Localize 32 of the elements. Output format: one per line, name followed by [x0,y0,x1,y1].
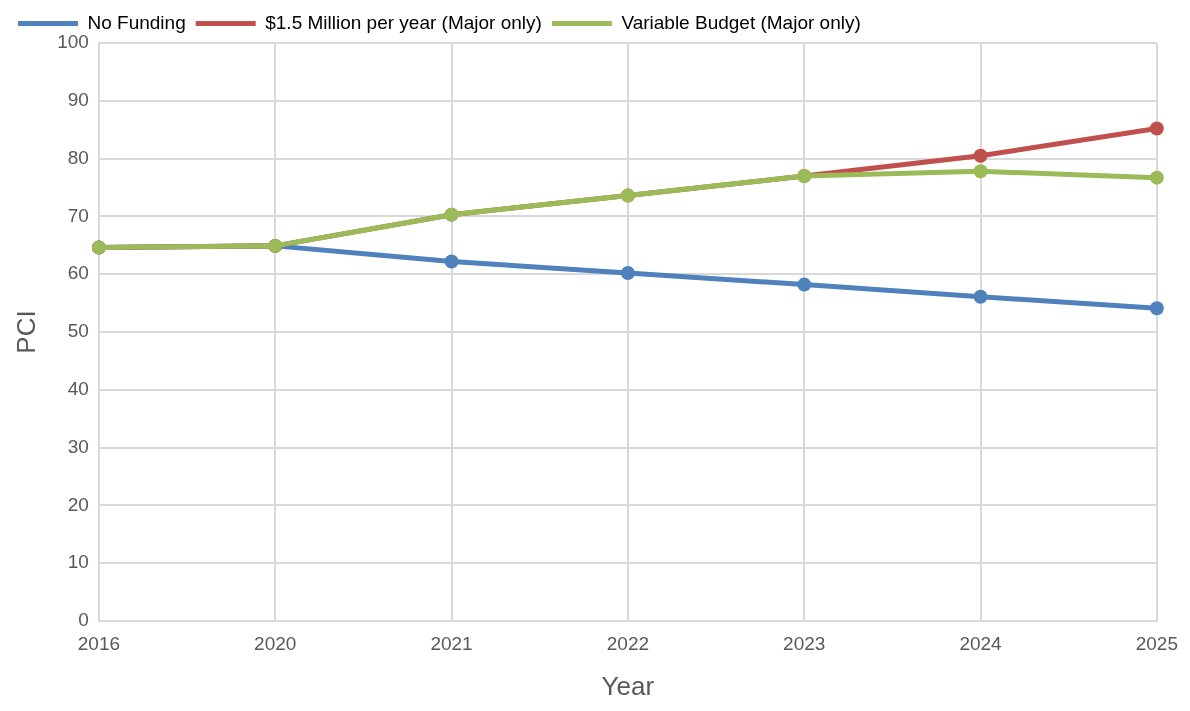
y-tick-label: 0 [78,609,89,631]
x-axis-title: Year [601,670,655,701]
point [1149,301,1164,316]
legend-label: Variable Budget (Major only) [621,11,861,33]
y-tick-label: 80 [67,146,89,168]
point [797,277,812,292]
point [973,164,988,179]
x-tick-label: 2024 [959,632,1003,654]
legend-label: No Funding [87,11,186,33]
point [973,289,988,304]
legend-label: $1.5 Million per year (Major only) [265,11,542,33]
y-tick-label: 70 [67,204,89,226]
x-tick-label: 2022 [606,632,650,654]
x-tick-label: 2016 [77,632,121,654]
y-tick-label: 60 [67,262,89,284]
y-tick-label: 30 [67,435,89,457]
y-axis-title: PCI [10,310,41,354]
x-tick-label: 2025 [1135,632,1179,654]
point [1149,170,1164,185]
y-tick-label: 50 [67,320,89,342]
y-tick-label: 20 [67,493,89,515]
y-tick-label: 90 [67,89,89,111]
y-tick-label: 100 [57,31,89,53]
x-tick-label: 2020 [254,632,297,654]
y-tick-label: 40 [67,378,89,400]
point [973,148,988,163]
point [620,266,635,281]
point [444,254,459,269]
x-tick-label: 2023 [783,632,826,654]
y-tick-label: 10 [67,551,89,573]
x-tick-label: 2021 [430,632,473,654]
point [1149,121,1164,136]
